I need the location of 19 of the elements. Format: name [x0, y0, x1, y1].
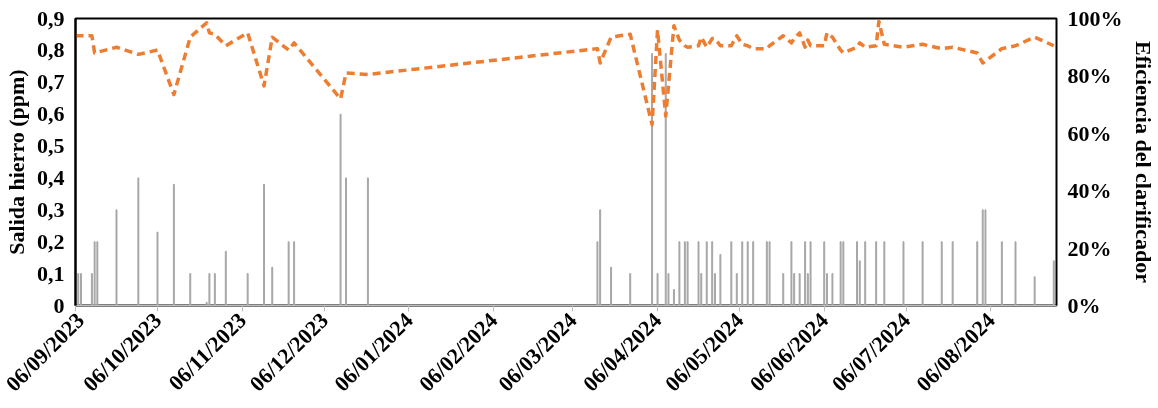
y2-tick-label: 40% [1067, 178, 1112, 204]
y-tick-label: 0,6 [37, 101, 65, 127]
y-axis-title: Salida hierro (ppm) [4, 69, 29, 255]
y-tick-label: 0,1 [37, 260, 65, 286]
y-tick-label: 0,7 [37, 69, 65, 95]
y-tick-label: 0,5 [37, 133, 65, 159]
y2-tick-label: 100% [1067, 6, 1123, 31]
y-tick-label: 0 [53, 292, 65, 318]
y2-tick-label: 0% [1067, 293, 1101, 318]
y-tick-label: 0,9 [37, 5, 65, 31]
line-series [75, 19, 1056, 127]
y2-tick-label: 20% [1067, 235, 1112, 261]
y-tick-label: 0,3 [37, 196, 65, 222]
y-tick-label: 0,4 [37, 164, 65, 190]
y-tick-label: 0,8 [37, 37, 65, 63]
y2-tick-label: 60% [1067, 120, 1112, 146]
y2-tick-label: 80% [1067, 63, 1112, 89]
y2-axis-title: Eficiencia del clarificador [1130, 41, 1156, 284]
y-tick-label: 0,2 [37, 228, 65, 254]
